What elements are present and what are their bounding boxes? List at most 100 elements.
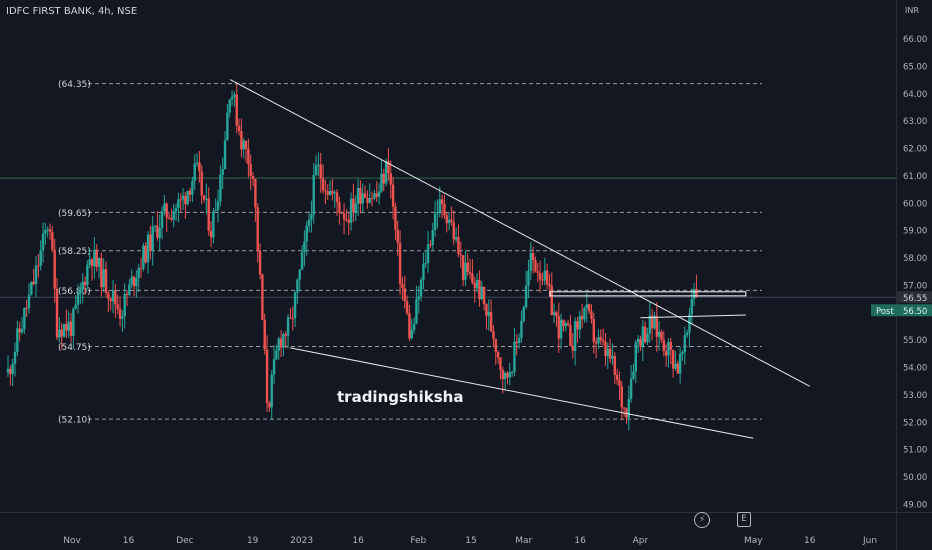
level-label: (59.65): [58, 209, 91, 219]
candle-up: [111, 290, 115, 302]
candle-up: [510, 372, 514, 374]
candle-down: [506, 372, 509, 378]
candle-up: [380, 173, 383, 192]
candle-down: [676, 363, 680, 374]
candle-up: [128, 284, 131, 295]
candle-up: [333, 192, 336, 194]
candle-up: [221, 169, 224, 175]
candle-up: [438, 199, 441, 212]
candle-up: [328, 190, 332, 195]
candle-up: [573, 321, 577, 351]
candle-up: [142, 245, 145, 269]
candle-up: [632, 371, 635, 379]
candle-down: [342, 213, 346, 220]
candle-up: [681, 352, 684, 354]
candle-up: [219, 174, 222, 202]
candle-down: [445, 215, 448, 224]
candle-up: [97, 258, 101, 267]
candle-up: [552, 312, 556, 316]
candle-down: [109, 298, 112, 302]
candle-up: [39, 250, 42, 266]
candle-up: [314, 165, 318, 175]
breakout-box: [549, 291, 747, 297]
candle-up: [513, 341, 516, 373]
candle-up: [310, 214, 313, 220]
candle-up: [228, 99, 231, 113]
candle-up: [543, 270, 546, 281]
price-axis[interactable]: 49.0050.0051.0052.0053.0054.0055.0056.00…: [871, 35, 932, 511]
time-axis[interactable]: Nov 16 Dec 19 2023 16 Feb 15 Mar 16 Apr May 16 Jun: [63, 536, 877, 546]
candle-up: [282, 334, 285, 348]
candle-down: [209, 230, 213, 238]
candle-up: [44, 230, 47, 234]
candle-up: [11, 363, 14, 375]
candle-down: [608, 348, 612, 359]
candle-up: [373, 193, 376, 199]
candle-down: [118, 309, 122, 319]
candle-down: [321, 178, 325, 191]
candle-down: [466, 262, 469, 273]
candle-up: [62, 324, 66, 337]
candle-down: [662, 339, 665, 352]
candle-down: [25, 307, 28, 309]
candle-up: [186, 190, 189, 205]
candle-down: [394, 206, 397, 230]
y-tick-label: 49.00: [903, 501, 927, 511]
candle-up: [508, 372, 511, 378]
candle-down: [247, 148, 250, 165]
candle-down: [338, 202, 341, 213]
candle-down: [548, 283, 551, 286]
candle-down: [405, 301, 409, 314]
candle-down: [391, 184, 395, 207]
currency-label: INR: [905, 6, 919, 15]
candle-down: [104, 269, 108, 293]
candle-down: [471, 274, 474, 283]
candle-up: [585, 304, 588, 309]
candle-up: [597, 337, 600, 344]
x-tick-label: Mar: [515, 536, 532, 546]
candle-down: [114, 290, 117, 305]
level-label: (56.80): [58, 287, 91, 297]
candle-down: [671, 349, 675, 369]
candle-up: [298, 269, 301, 280]
y-tick-label: 59.00: [903, 227, 927, 237]
candle-up: [692, 289, 696, 299]
y-tick-label: 65.00: [903, 62, 927, 72]
candle-up: [606, 348, 609, 357]
candle-down: [207, 198, 210, 231]
earnings-icon[interactable]: E: [737, 512, 751, 527]
candle-up: [688, 314, 691, 333]
candle-down: [557, 316, 560, 339]
current-price-badge: [897, 291, 932, 304]
x-tick-label: 16: [352, 536, 364, 546]
candle-down: [450, 219, 453, 223]
candle-up: [121, 316, 124, 319]
candle-up: [223, 140, 227, 170]
candle-up: [522, 307, 525, 322]
candle-up: [354, 203, 357, 213]
candle-up: [293, 292, 297, 319]
y-tick-label: 50.00: [903, 473, 927, 483]
candle-down: [468, 272, 472, 275]
candle-down: [587, 304, 591, 312]
candle-up: [160, 211, 164, 229]
post-market-badge: [871, 304, 932, 317]
symbol-title: IDFC FIRST BANK, 4h, NSE: [6, 6, 138, 17]
candle-down: [562, 319, 565, 327]
candle-down: [403, 287, 406, 302]
candle-down: [590, 311, 593, 319]
candle-up: [76, 293, 80, 305]
candle-down: [639, 338, 642, 347]
trendline: [290, 347, 754, 439]
candle-up: [212, 211, 215, 238]
lightning-icon[interactable]: ⚡: [694, 512, 710, 528]
candle-down: [618, 380, 621, 387]
candle-up: [433, 213, 437, 231]
candle-up: [153, 225, 157, 227]
candle-down: [69, 321, 73, 336]
candle-down: [482, 286, 486, 304]
candle-down: [492, 331, 495, 340]
candle-down: [494, 339, 497, 352]
y-tick-label: 54.00: [903, 364, 927, 374]
